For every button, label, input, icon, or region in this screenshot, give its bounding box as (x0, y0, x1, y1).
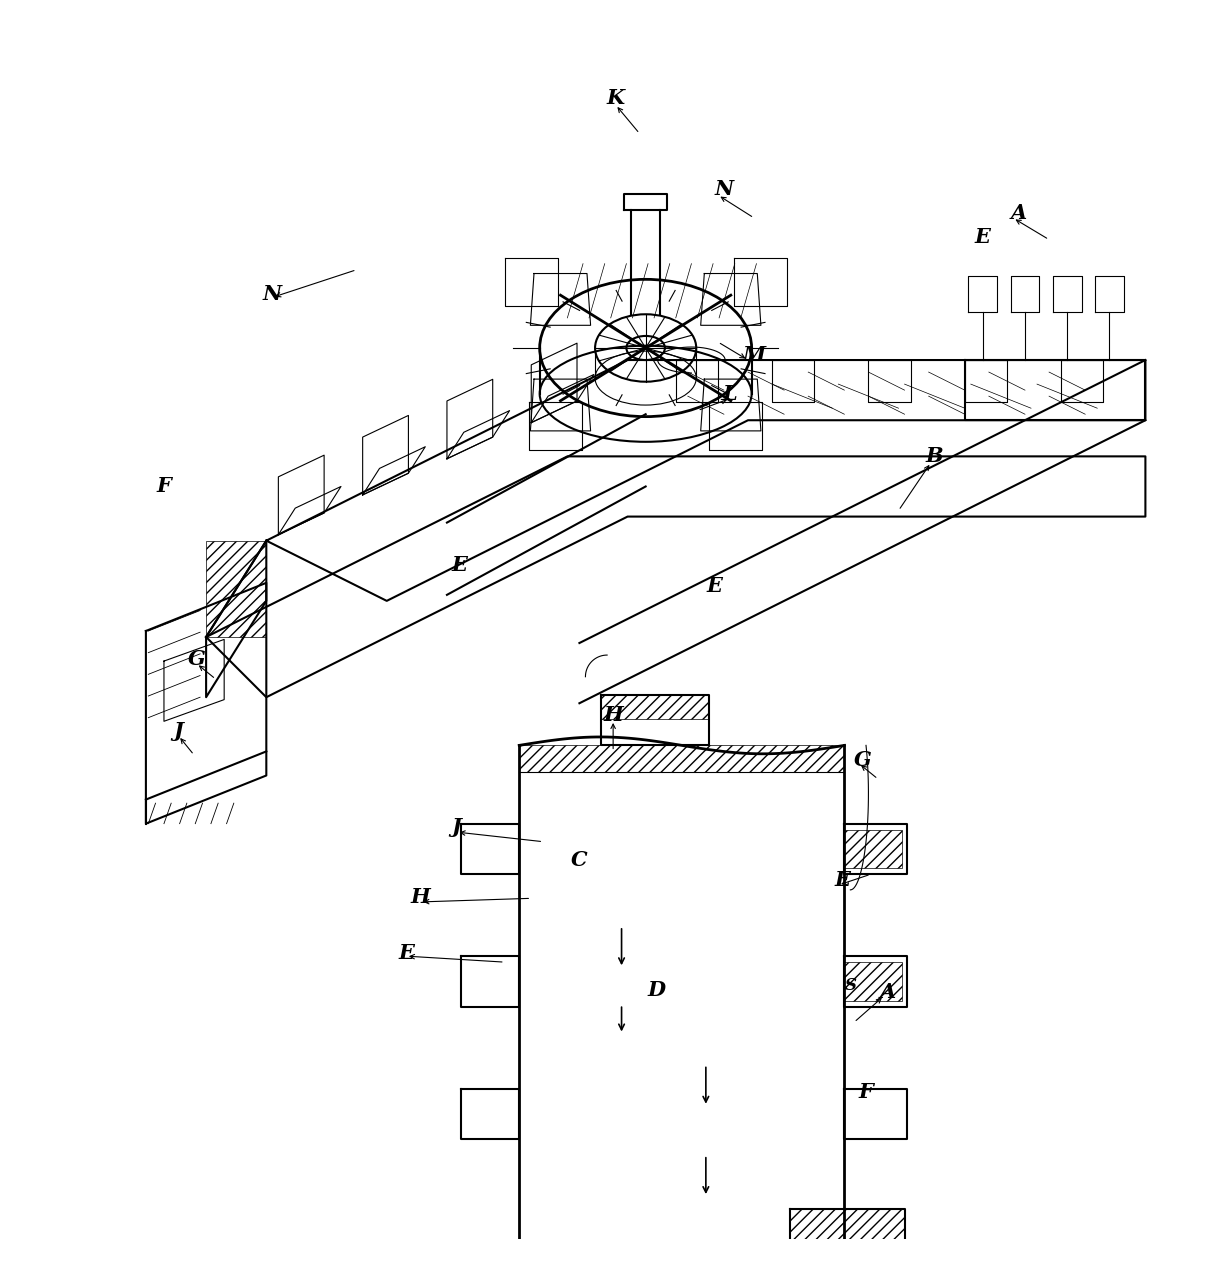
Text: G: G (187, 648, 205, 669)
Text: E: E (975, 227, 991, 247)
Text: F: F (157, 476, 171, 497)
Bar (791, 1209, 904, 1264)
Text: G: G (853, 750, 871, 769)
Bar (845, 829, 902, 868)
Bar (206, 540, 267, 637)
Text: E: E (451, 554, 467, 575)
Text: A: A (880, 982, 896, 1003)
Text: E: E (398, 943, 414, 962)
Text: S: S (845, 977, 856, 994)
Bar (601, 694, 710, 719)
Text: C: C (571, 850, 588, 870)
Text: N: N (715, 180, 734, 199)
Text: E: E (834, 870, 850, 891)
Text: E: E (706, 576, 722, 596)
Text: K: K (606, 88, 624, 107)
Text: H: H (604, 706, 623, 725)
Text: A: A (1010, 203, 1027, 223)
Text: F: F (858, 1082, 874, 1102)
Text: J: J (174, 721, 183, 741)
Bar (519, 745, 845, 772)
Text: B: B (926, 446, 944, 466)
Text: L: L (723, 383, 737, 404)
Text: J: J (451, 817, 461, 837)
Bar (845, 962, 902, 1000)
Text: N: N (263, 284, 282, 303)
Text: H: H (410, 887, 431, 907)
Text: M: M (742, 345, 765, 366)
Text: D: D (647, 980, 665, 1000)
